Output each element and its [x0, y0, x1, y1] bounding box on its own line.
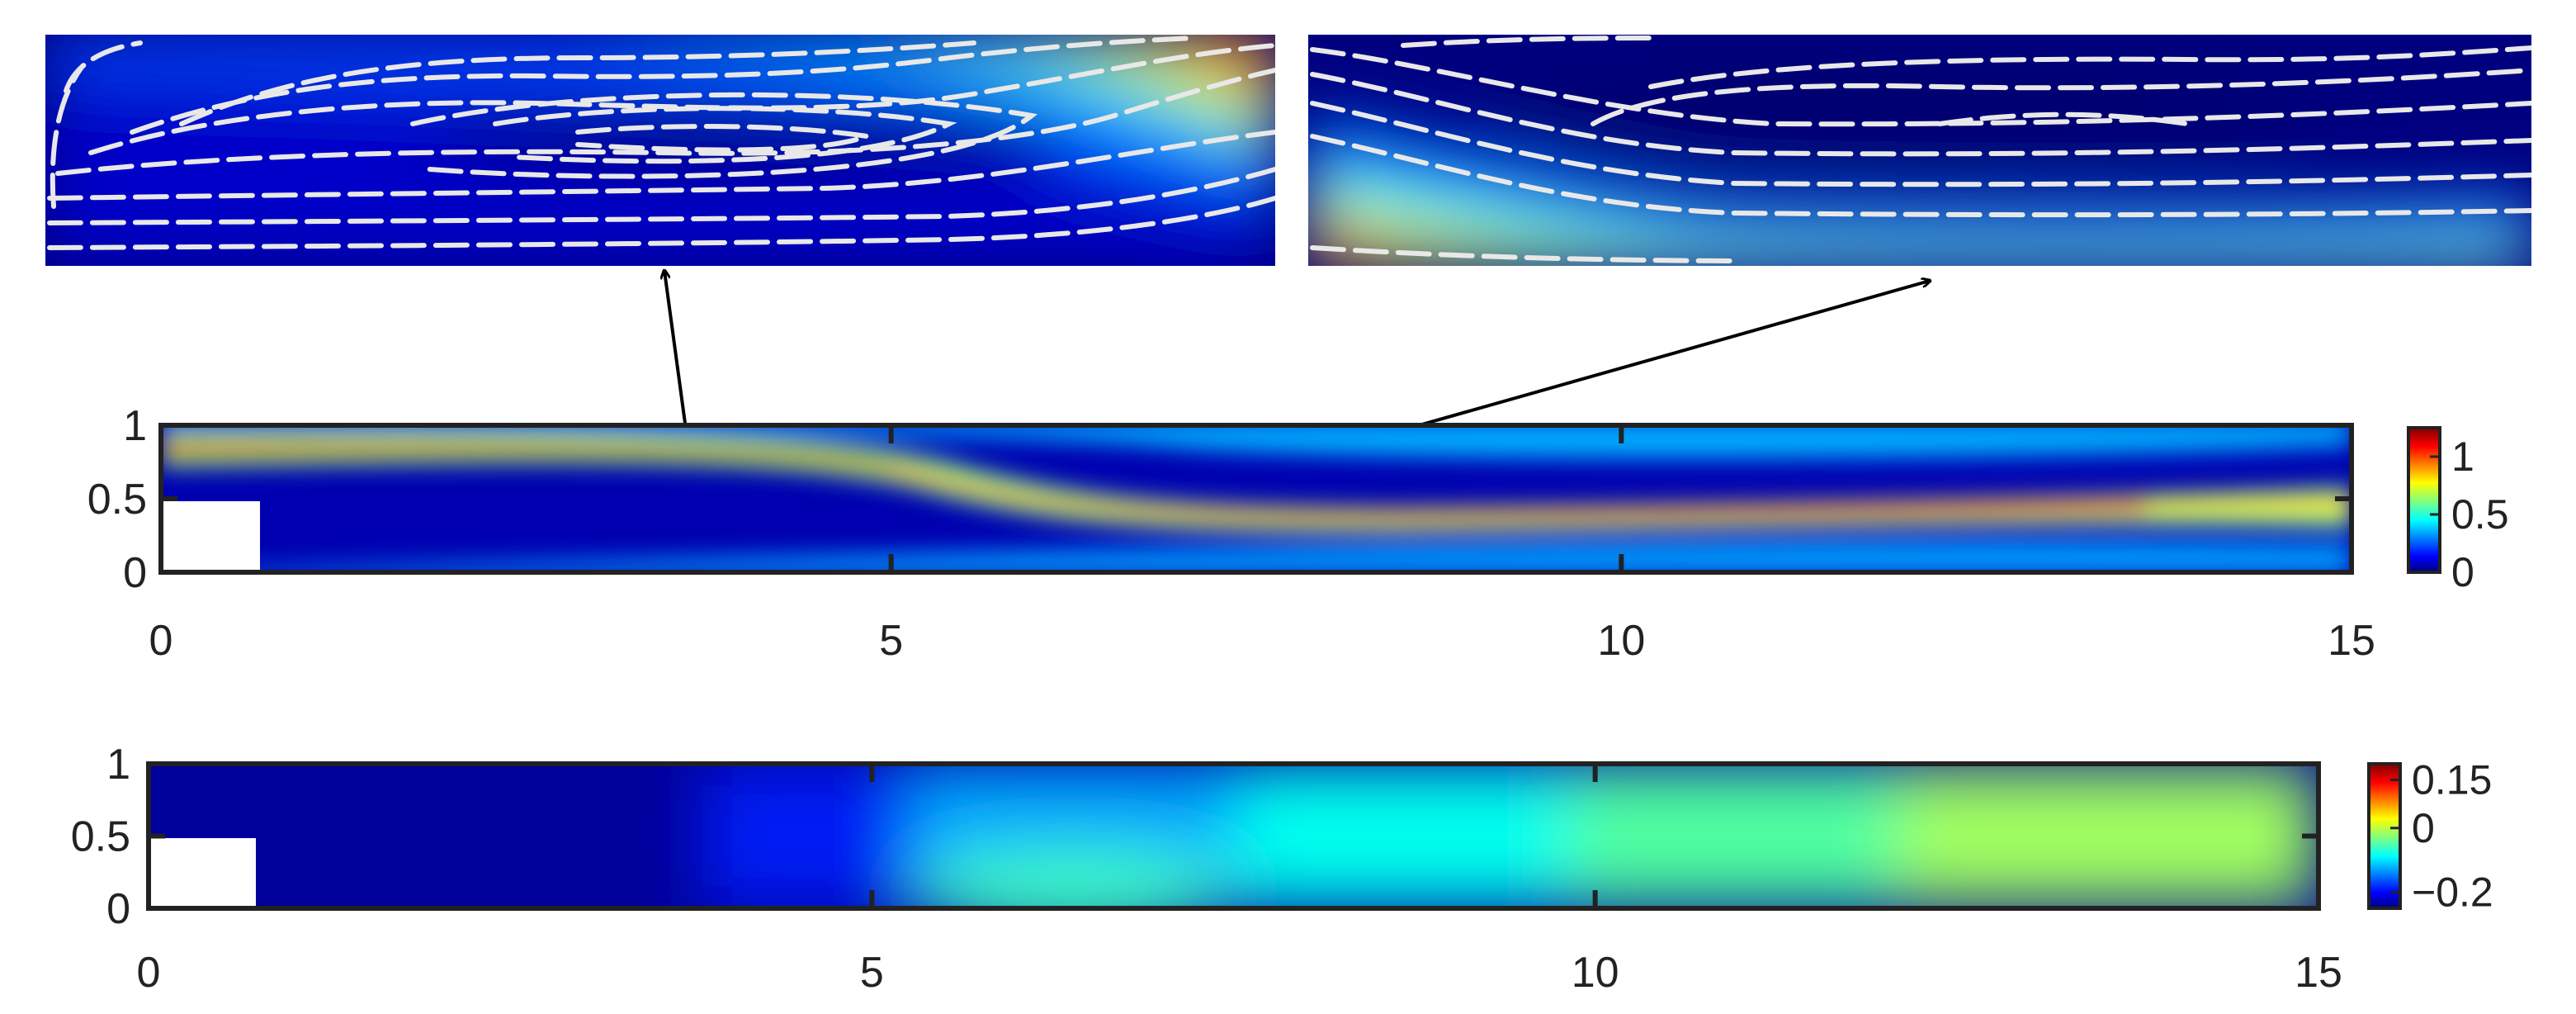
bottom-colorbar-gradient [2367, 762, 2402, 910]
top-colorbar-label: 0.5 [2451, 491, 2509, 538]
bottom-step [149, 838, 256, 910]
bottom-y-tick-label: 0 [106, 885, 130, 933]
top-colorbar-gradient [2407, 426, 2441, 574]
bottom-colorbar: 0.150 −0.2 [2367, 756, 2493, 916]
top-y-tick-label: 0.5 [87, 476, 147, 524]
bottom-x-tick-label: 10 [1572, 949, 1619, 997]
bottom-axis-ticks: 0 5 10 15 0 0.5 1 [71, 741, 2342, 997]
top-x-tick-label: 15 [2328, 617, 2375, 665]
top-axis-ticks: 0 5 10 15 0 0.5 1 [87, 402, 2375, 665]
right-inset [1308, 35, 2531, 266]
bottom-colorbar-label: 0.15 [2412, 756, 2492, 803]
left-inset [45, 35, 1275, 266]
bottom-x-tick-label: 5 [860, 949, 884, 997]
top-colorbar-label: 1 [2451, 434, 2474, 480]
bottom-x-tick-label: 0 [137, 949, 161, 997]
top-x-tick-label: 10 [1597, 617, 1645, 665]
top-y-tick-label: 1 [123, 402, 147, 450]
top-y-tick-label: 0 [123, 549, 147, 597]
bottom-y-tick-label: 0.5 [71, 813, 130, 861]
top-colorbar: 00.51 [2407, 426, 2509, 595]
top-x-tick-label: 0 [149, 617, 173, 665]
bottom-x-tick-label: 15 [2295, 949, 2342, 997]
bottom-colorbar-label: 0 [2412, 805, 2435, 851]
bottom-y-tick-label: 1 [106, 741, 130, 789]
top-x-tick-label: 5 [879, 617, 903, 665]
top-step [161, 501, 260, 574]
bottom-colorbar-label: −0.2 [2412, 869, 2493, 916]
top-colorbar-label: 0 [2451, 549, 2474, 595]
